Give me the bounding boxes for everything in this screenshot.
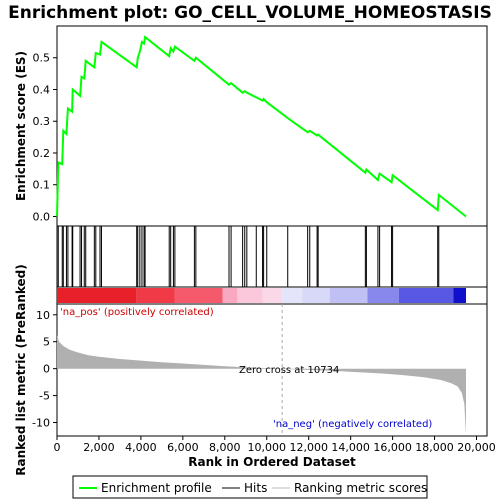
heat-bar [56, 286, 488, 305]
x-tick-label: 8,000 [209, 441, 241, 454]
heat-bar-segment [453, 288, 467, 303]
legend-frame [72, 475, 428, 499]
x-tick-label: 18,000 [415, 441, 454, 454]
heat-bar-segment [57, 288, 137, 303]
x-tick-label: 0 [54, 441, 61, 454]
hit-markers [56, 226, 440, 287]
enrichment-profile-line [56, 35, 467, 218]
es-panel: 0.0 0.1 0.2 0.3 0.4 0.5 Enrichment score (ES) [14, 25, 488, 227]
legend: Enrichment profile Hits Ranking metric s… [72, 475, 428, 499]
heat-bar-segment [174, 288, 223, 303]
es-ytick-label: 0.5 [33, 52, 51, 65]
x-axis: 0 2,000 4,000 6,000 8,000 10,000 12,000 14,000 1… [54, 436, 496, 454]
metric-ytick-label: 5 [43, 336, 50, 349]
metric-ytick-label: 0 [43, 363, 50, 376]
legend-enrichment-label: Enrichment profile [101, 481, 212, 495]
es-y-ticks: 0.0 0.1 0.2 0.3 0.4 0.5 [33, 52, 57, 223]
es-ytick-label: 0.4 [33, 83, 51, 96]
heat-bar-segment [398, 288, 454, 303]
heat-bar-segment [136, 288, 175, 303]
heat-bar-segment [237, 288, 263, 303]
legend-hits-label: Hits [244, 481, 267, 495]
heat-bar-segment [262, 288, 283, 303]
x-tick-label: 10,000 [248, 441, 287, 454]
x-tick-label: 6,000 [167, 441, 199, 454]
zero-cross-label: Zero cross at 10734 [239, 365, 339, 376]
chart-title: Enrichment plot: GO_CELL_VOLUME_HOMEOSTA… [8, 3, 492, 23]
hits-panel-frame [56, 225, 488, 288]
heat-bar-segment [302, 288, 330, 303]
legend-ranking-label: Ranking metric scores [294, 481, 427, 495]
x-tick-label: 20,000 [457, 441, 496, 454]
x-tick-label: 14,000 [331, 441, 370, 454]
metric-ytick-label: 10 [36, 309, 50, 322]
es-ytick-label: 0.1 [33, 179, 51, 192]
heat-bar-segments [57, 288, 467, 303]
es-ytick-label: 0.3 [33, 115, 51, 128]
metric-ytick-label: -5 [39, 390, 50, 403]
neg-correlated-label: 'na_neg' (negatively correlated) [273, 419, 432, 430]
heat-bar-segment [222, 288, 238, 303]
es-ytick-label: 0.0 [33, 210, 51, 223]
heat-bar-segment [367, 288, 399, 303]
x-tick-label: 16,000 [373, 441, 412, 454]
x-tick-label: 12,000 [289, 441, 328, 454]
heat-bar-segment [282, 288, 303, 303]
hits-panel [56, 225, 488, 288]
metric-ylabel: Ranked list metric (PreRanked) [14, 264, 28, 476]
heat-bar-segment [329, 288, 368, 303]
es-ylabel: Enrichment score (ES) [14, 51, 28, 201]
x-tick-label: 2,000 [83, 441, 115, 454]
pos-correlated-label: 'na_pos' (positively correlated) [60, 307, 214, 318]
metric-y-ticks: 10 5 0 -5 -10 [32, 309, 57, 430]
x-tick-label: 4,000 [125, 441, 157, 454]
x-axis-label: Rank in Ordered Dataset [188, 455, 356, 469]
metric-panel: 10 5 0 -5 -10 'na_pos' (positively correlate… [14, 264, 488, 476]
metric-ytick-label: -10 [32, 417, 50, 430]
es-ytick-label: 0.2 [33, 147, 51, 160]
